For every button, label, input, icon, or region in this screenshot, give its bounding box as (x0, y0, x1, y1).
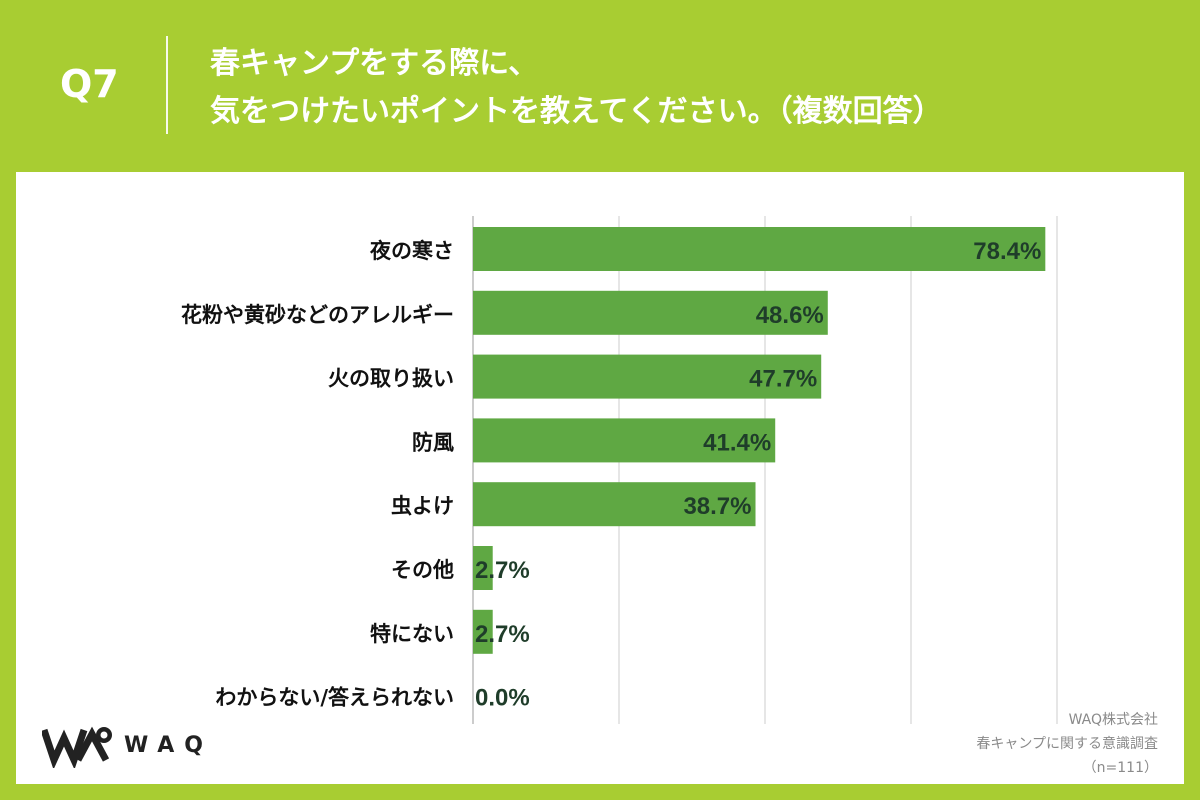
data-label: 47.7% (749, 366, 817, 393)
category-label: 防風 (412, 430, 454, 454)
category-label: 花粉や黄砂などのアレルギー (181, 303, 454, 327)
category-label: 火の取り扱い (328, 367, 454, 391)
category-label: 特にない (370, 622, 454, 646)
question-title-line-1: 春キャンプをする際に、 (210, 46, 539, 81)
source-note: WAQ株式会社 春キャンプに関する意識調査 （n=111） (858, 708, 1158, 780)
data-label: 0.0% (475, 685, 530, 712)
data-label: 41.4% (703, 429, 771, 456)
source-company: WAQ株式会社 (1068, 712, 1158, 728)
source-sample: （n=111） (1082, 760, 1158, 776)
source-survey: 春キャンプに関する意識調査 (976, 736, 1158, 752)
data-label: 48.6% (756, 302, 824, 329)
waq-logo (40, 722, 232, 770)
data-label: 2.7% (475, 557, 530, 584)
waq-logo-text: WAQ (124, 733, 214, 758)
question-title-line-2: 気をつけたいポイントを教えてください。（複数回答） (210, 94, 943, 129)
data-label: 2.7% (475, 621, 530, 648)
bar (473, 354, 822, 399)
bar (473, 290, 828, 335)
bar (473, 418, 776, 463)
bar (473, 546, 493, 590)
question-title: 春キャンプをする際に、 気をつけたいポイントを教えてください。（複数回答） (210, 40, 1170, 136)
bar (473, 227, 1046, 271)
question-number: Q7 (60, 62, 119, 106)
category-label: 夜の寒さ (369, 239, 454, 263)
header: Q7 春キャンプをする際に、 気をつけたいポイントを教えてください。（複数回答） (0, 0, 1200, 170)
data-label: 78.4% (973, 238, 1041, 265)
chart-panel (16, 172, 1184, 784)
category-label: 虫よけ (391, 494, 454, 518)
data-label: 38.7% (683, 493, 751, 520)
waq-logo-icon (40, 726, 112, 770)
bar (473, 609, 493, 654)
category-label: わからない/答えられない (215, 686, 454, 710)
bar (473, 482, 756, 527)
category-label: その他 (391, 558, 454, 582)
header-divider (166, 36, 168, 134)
